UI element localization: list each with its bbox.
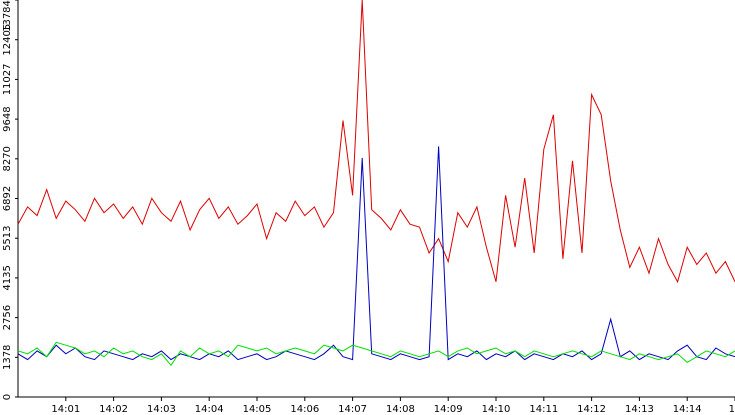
y-tick-label: 4135: [2, 265, 13, 290]
x-tick-label: 14:14: [673, 404, 702, 415]
y-tick-label: 1378: [2, 345, 13, 370]
y-tick-label: 12405: [2, 24, 13, 56]
series-line: [17, 341, 735, 367]
y-tick-label: 11027: [2, 63, 13, 95]
x-tick-label: 14:02: [99, 404, 128, 415]
x-tick-label: 14: [729, 404, 735, 415]
y-tick-label: 5513: [2, 225, 13, 250]
x-tick-label: 14:05: [243, 404, 272, 415]
y-tick-label: 0: [2, 394, 13, 400]
x-tick-label: 14:04: [195, 404, 224, 415]
y-tick-label: 13784: [2, 0, 13, 32]
y-tick-label: 8270: [2, 146, 13, 171]
series-line: [17, 146, 735, 361]
x-tick-label: 14:01: [51, 404, 80, 415]
x-tick-label: 14:09: [434, 404, 463, 415]
y-tick-label: 6892: [2, 186, 13, 211]
x-tick-label: 14:06: [290, 404, 319, 415]
x-tick-label: 14:11: [529, 404, 558, 415]
y-tick-label: 9648: [2, 106, 13, 131]
x-tick-label: 14:07: [338, 404, 367, 415]
x-tick-label: 14:08: [386, 404, 415, 415]
x-tick-label: 14:13: [625, 404, 654, 415]
x-tick-label: 14:03: [147, 404, 176, 415]
x-tick-label: 14:12: [577, 404, 606, 415]
series-line: [17, 0, 735, 284]
y-tick-label: 2756: [2, 305, 13, 330]
x-tick-label: 14:10: [482, 404, 511, 415]
